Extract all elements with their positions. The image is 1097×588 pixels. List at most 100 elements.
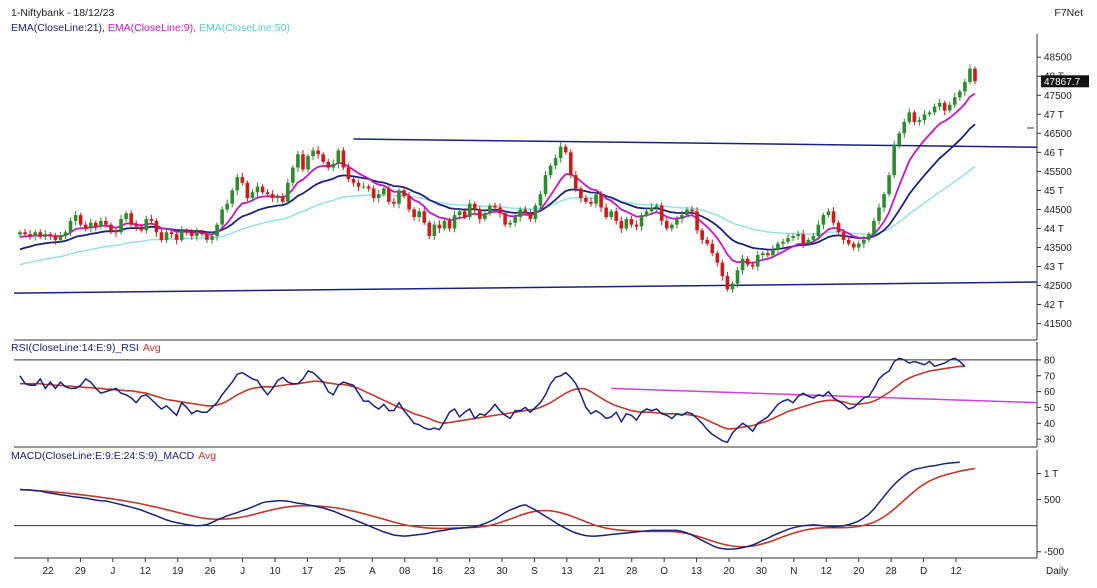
candle-body <box>296 154 300 168</box>
candle-body <box>872 220 876 235</box>
date-tick-label: J <box>110 566 115 577</box>
candle-body <box>220 209 224 225</box>
candle-body <box>508 222 512 225</box>
candle-body <box>690 209 694 212</box>
candle-body <box>326 161 331 168</box>
date-tick-label: 21 <box>594 566 606 577</box>
candle-body <box>862 239 866 244</box>
date-tick-label: 26 <box>205 566 217 577</box>
candle-body <box>963 81 967 92</box>
candle-body <box>387 188 391 202</box>
candle-body <box>932 106 937 113</box>
candle-body <box>649 207 654 212</box>
candle-body <box>382 188 386 195</box>
candle-body <box>437 224 442 229</box>
candle-body <box>685 209 689 216</box>
candle-body <box>457 211 462 216</box>
candle-body <box>776 243 780 250</box>
candle-body <box>356 182 361 187</box>
macd-tick-label: 500 <box>1044 495 1061 506</box>
date-tick-label: A <box>369 566 376 577</box>
candle-body <box>897 133 902 145</box>
candle-body <box>553 158 558 166</box>
price-tick-label: 46 T <box>1044 148 1064 159</box>
price-tick-label: 42 T <box>1044 300 1064 311</box>
candle-body <box>402 190 406 197</box>
candle-body <box>614 211 619 221</box>
candle-body <box>376 194 381 199</box>
candle-body <box>447 220 452 229</box>
candle-body <box>472 203 477 210</box>
candle-body <box>139 226 144 231</box>
candle-body <box>791 236 795 238</box>
candle-body <box>634 224 639 227</box>
date-tick-label: 12 <box>140 566 152 577</box>
macd-panel: 1 T 500 -500 MACD(CloseLine:E:9:E:24:S:9)_M… <box>11 450 1064 559</box>
candle-body <box>942 102 947 111</box>
candle-body <box>169 232 174 235</box>
candle-body <box>826 211 831 216</box>
macd-avg-line <box>19 467 976 548</box>
candle-body <box>952 97 957 105</box>
price-tick-label: 45500 <box>1044 167 1072 178</box>
macd-line <box>19 461 960 550</box>
last-price-label: 47867.7 <box>1044 77 1081 88</box>
date-tick-label: S <box>531 566 538 577</box>
candle-body <box>816 224 821 237</box>
candle-body <box>452 215 457 229</box>
date-tick-label: 30 <box>496 566 508 577</box>
candle-body <box>200 232 204 235</box>
date-tick-label: O <box>660 566 668 577</box>
candle-body <box>195 232 199 237</box>
candle-body <box>63 232 68 237</box>
candle-body <box>427 222 432 237</box>
candle-body <box>341 150 346 168</box>
rsi-line <box>19 357 966 444</box>
candle-body <box>609 211 613 218</box>
candle-body <box>917 120 922 122</box>
brand-label: F7Net <box>1054 7 1083 19</box>
candle-body <box>361 186 366 188</box>
candle-body <box>513 217 517 223</box>
candle-body <box>821 215 826 225</box>
date-tick-label: 20 <box>723 566 735 577</box>
candle-body <box>503 213 507 225</box>
candle-body <box>392 201 396 204</box>
candle-body <box>144 218 149 231</box>
macd-tick-label: 1 T <box>1044 469 1058 480</box>
candle-body <box>58 236 63 240</box>
candle-body <box>240 177 245 183</box>
candle-body <box>104 220 108 225</box>
candle-body <box>624 218 629 229</box>
candle-body <box>351 178 356 183</box>
price-tick-label: 43 T <box>1044 262 1064 273</box>
candle-body <box>371 188 376 199</box>
price-tick-label: 44500 <box>1044 205 1072 216</box>
candle-body <box>589 201 593 204</box>
candle-body <box>882 194 886 208</box>
candle-body <box>301 154 305 170</box>
candle-body <box>210 236 214 240</box>
candle-body <box>958 91 962 98</box>
rsi-title: RSI(CloseLine:14:E:9)_RSI <box>11 342 139 354</box>
candle-body <box>38 232 43 237</box>
last-price-box <box>1041 75 1089 88</box>
candle-body <box>670 224 674 229</box>
candle-body <box>68 220 73 233</box>
candle-body <box>23 232 27 235</box>
candle-body <box>968 68 972 82</box>
ema21-legend: EMA(CloseLine:21), <box>11 22 105 34</box>
candle-body <box>33 232 37 237</box>
candle-body <box>88 222 93 229</box>
price-tick-label: 45 T <box>1044 186 1064 197</box>
candle-body <box>558 146 563 159</box>
candle-body <box>255 186 260 193</box>
candle-body <box>574 175 578 189</box>
candle-body <box>523 209 528 214</box>
candle-body <box>528 213 533 219</box>
candle-body <box>184 230 189 233</box>
price-tick-label: 46500 <box>1044 129 1072 140</box>
date-tick-label: 12 <box>821 566 833 577</box>
